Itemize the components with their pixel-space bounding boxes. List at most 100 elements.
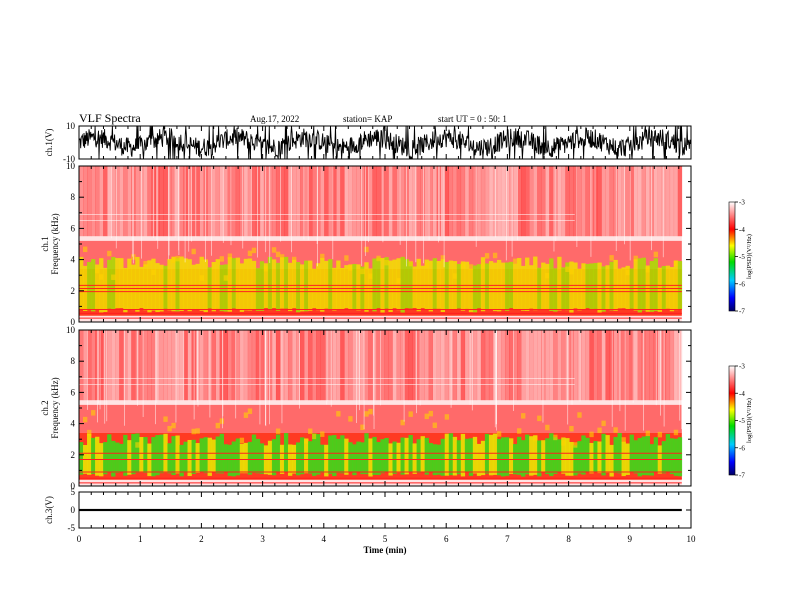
y-axis-label: ch.3(V) bbox=[44, 496, 54, 524]
spec-column-spot bbox=[308, 428, 313, 434]
y-axis-label: Frequency (kHz) bbox=[50, 377, 60, 438]
spec-column-low bbox=[111, 440, 116, 477]
y-tick-label: 8 bbox=[71, 192, 76, 202]
spec-column-high bbox=[239, 166, 245, 237]
spec-column-high bbox=[191, 330, 196, 401]
spec-column-high bbox=[537, 166, 542, 237]
spec-column-low bbox=[123, 267, 128, 313]
spec-column-low bbox=[247, 441, 253, 475]
spec-column-high bbox=[251, 166, 257, 237]
spec-column-low bbox=[167, 443, 172, 474]
spec-column-spot bbox=[191, 428, 196, 435]
spec-column-low bbox=[239, 263, 245, 312]
colorbar-tick-label: -6 bbox=[739, 444, 745, 452]
spec-column-high bbox=[585, 330, 590, 401]
spec-column-low bbox=[287, 262, 293, 312]
spec-column-high bbox=[533, 166, 538, 237]
spec-column-spot bbox=[360, 268, 365, 275]
spec-column-high bbox=[456, 330, 462, 401]
spec-column-low bbox=[412, 266, 417, 309]
spec-column-spot bbox=[271, 247, 277, 253]
spec-column-high bbox=[460, 166, 466, 237]
spec-column-spot bbox=[565, 266, 570, 273]
spec-column-high bbox=[215, 166, 220, 237]
spec-column-high bbox=[665, 166, 671, 237]
spec-column-low bbox=[669, 267, 675, 312]
spec-column-spot bbox=[384, 259, 389, 266]
spec-column-low bbox=[621, 267, 626, 309]
station-label: station= KAP bbox=[343, 114, 393, 124]
spec-column-low bbox=[553, 268, 558, 312]
spec-column-low bbox=[392, 441, 397, 474]
spec-column-high bbox=[376, 166, 381, 237]
x-tick-label: 2 bbox=[199, 534, 204, 544]
y-tick-label: 0 bbox=[71, 505, 76, 515]
spec-column-high bbox=[388, 330, 393, 401]
spec-column-low bbox=[103, 442, 108, 475]
y-tick-label: 5 bbox=[71, 487, 76, 497]
y-axis-label: ch.1(V) bbox=[44, 129, 54, 157]
spec-column-high bbox=[601, 166, 606, 237]
spec-column-high bbox=[561, 330, 566, 401]
spec-column-high bbox=[368, 330, 373, 401]
spec-column-high bbox=[637, 330, 642, 401]
spec-column-high bbox=[444, 166, 450, 237]
spec-column-low bbox=[143, 264, 148, 311]
spec-column-low bbox=[637, 438, 642, 477]
spec-column-low bbox=[348, 442, 353, 473]
spec-column-low bbox=[569, 441, 574, 476]
x-axis-label: Time (min) bbox=[363, 545, 406, 555]
spec-column-spot bbox=[275, 251, 281, 258]
spec-column-high bbox=[175, 330, 180, 401]
spec-column-high bbox=[348, 330, 353, 401]
spec-column-low bbox=[336, 438, 341, 473]
spec-column-low bbox=[235, 257, 241, 310]
spec-column-spot bbox=[304, 438, 309, 444]
spectrogram-ch2 bbox=[79, 330, 683, 486]
spec-column-low bbox=[207, 267, 212, 309]
spec-column-high bbox=[155, 330, 160, 401]
spec-column-spot bbox=[199, 275, 204, 281]
spec-column-low bbox=[332, 267, 337, 311]
x-tick-label: 7 bbox=[505, 534, 510, 544]
spec-column-high bbox=[380, 166, 385, 237]
spec-column-low bbox=[460, 261, 466, 311]
spec-column-low bbox=[641, 257, 646, 311]
spec-column-low bbox=[496, 438, 502, 476]
spec-column-low bbox=[504, 437, 510, 476]
spec-column-high bbox=[95, 166, 100, 237]
spec-column-low bbox=[609, 444, 614, 477]
spec-column-low bbox=[163, 265, 168, 309]
x-tick-label: 0 bbox=[77, 534, 82, 544]
spec-column-spot bbox=[492, 252, 498, 259]
spec-column-high bbox=[219, 166, 224, 237]
spec-column-high bbox=[279, 166, 285, 237]
spec-column-low bbox=[356, 264, 361, 311]
spec-column-high bbox=[537, 330, 542, 401]
spec-column-high bbox=[585, 166, 590, 237]
spec-column-high bbox=[360, 330, 365, 401]
spec-column-low bbox=[533, 435, 538, 475]
spec-column-high bbox=[147, 330, 152, 401]
y-tick-label: 0 bbox=[71, 317, 76, 327]
spec-column-spot bbox=[625, 269, 630, 276]
spec-column-low bbox=[211, 439, 216, 473]
colorbar-tick-label: -4 bbox=[739, 390, 745, 398]
spec-column-high bbox=[111, 166, 116, 237]
spec-column-high bbox=[87, 166, 92, 237]
spec-column-high bbox=[340, 166, 345, 237]
spec-column-low bbox=[115, 258, 120, 309]
spec-column-high bbox=[243, 166, 249, 237]
spec-column-high bbox=[416, 330, 421, 401]
spec-column-high bbox=[360, 166, 365, 237]
spec-column-low bbox=[400, 256, 405, 313]
spec-column-low bbox=[215, 259, 220, 309]
spec-column-high bbox=[504, 166, 510, 237]
spec-column-high bbox=[561, 166, 566, 237]
spec-column-high bbox=[79, 166, 84, 237]
spec-column-high bbox=[207, 166, 212, 237]
spec-column-high bbox=[480, 330, 486, 401]
spec-column-high bbox=[649, 330, 654, 401]
spec-column-low bbox=[340, 435, 345, 474]
